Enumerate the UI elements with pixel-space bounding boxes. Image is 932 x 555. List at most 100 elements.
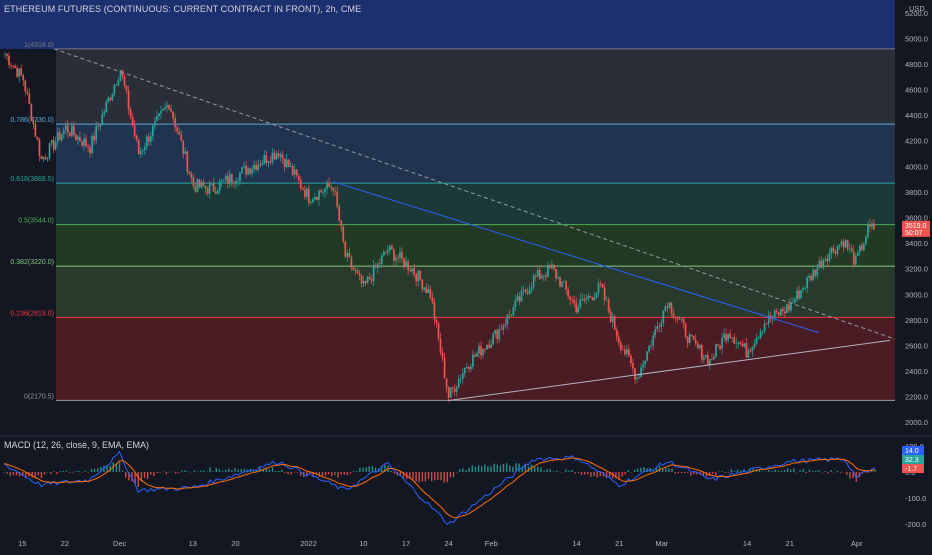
candle-body bbox=[579, 299, 582, 308]
candle-body bbox=[474, 354, 476, 357]
candle-body bbox=[721, 337, 723, 349]
candle-body bbox=[257, 164, 260, 170]
candle-body bbox=[403, 258, 405, 268]
candle-body bbox=[512, 306, 515, 316]
macd-hist-bar bbox=[377, 468, 380, 472]
candle-body bbox=[753, 343, 756, 348]
macd-hist-bar bbox=[409, 471, 411, 479]
candle-body bbox=[119, 70, 122, 81]
macd-hist-bar bbox=[93, 468, 96, 472]
macd-hist-bar bbox=[846, 471, 848, 475]
macd-hist-bar bbox=[9, 471, 11, 476]
candle-body bbox=[196, 179, 199, 192]
macd-hist-bar bbox=[15, 471, 18, 476]
macd-hist-bar bbox=[799, 470, 801, 472]
candle-body bbox=[389, 245, 391, 251]
candle-body bbox=[727, 333, 730, 341]
candle-body bbox=[838, 244, 841, 246]
candle-body bbox=[135, 135, 138, 140]
macd-hist-bar bbox=[852, 471, 854, 479]
candle-body bbox=[642, 364, 644, 368]
macd-hist-bar bbox=[318, 471, 321, 477]
candle-body bbox=[77, 136, 79, 140]
candle-body bbox=[267, 161, 270, 164]
candle-body bbox=[656, 326, 659, 330]
candle-body bbox=[147, 136, 150, 142]
candle-body bbox=[702, 357, 705, 360]
macd-value-box bbox=[902, 455, 924, 464]
candle-body bbox=[401, 252, 403, 259]
candle-body bbox=[423, 287, 426, 290]
candle-body bbox=[743, 343, 746, 347]
candle-body bbox=[524, 289, 527, 293]
macd-hist-bar bbox=[415, 471, 417, 482]
macd-hist-bar bbox=[368, 466, 370, 472]
macd-hist-bar bbox=[830, 470, 832, 472]
candle-body bbox=[91, 135, 93, 154]
candle-body bbox=[810, 275, 813, 280]
candle-body bbox=[808, 275, 811, 278]
macd-hist-bar bbox=[643, 467, 645, 472]
macd-value-box bbox=[902, 464, 924, 473]
macd-hist-bar bbox=[668, 468, 670, 472]
macd-hist-bar bbox=[81, 471, 83, 473]
macd-hist-bar bbox=[352, 471, 355, 472]
price-tick-label: 2000.0 bbox=[905, 418, 928, 427]
candle-body bbox=[411, 268, 414, 272]
candle-body bbox=[210, 183, 213, 185]
candle-body bbox=[437, 322, 440, 339]
candle-body bbox=[658, 326, 661, 328]
candle-body bbox=[117, 80, 120, 86]
macd-hist-bar bbox=[512, 466, 514, 472]
macd-hist-bar bbox=[59, 471, 61, 472]
candle-body bbox=[358, 273, 361, 275]
macd-hist-bar bbox=[212, 471, 214, 472]
candle-body bbox=[496, 329, 499, 340]
macd-hist-bar bbox=[836, 470, 839, 472]
candle-body bbox=[182, 140, 185, 155]
candle-body bbox=[455, 387, 458, 392]
candle-body bbox=[486, 344, 488, 350]
macd-hist-bar bbox=[134, 471, 136, 484]
candle-body bbox=[307, 188, 310, 203]
candle-body bbox=[152, 125, 154, 137]
candle-body bbox=[796, 290, 798, 300]
candle-body bbox=[445, 378, 448, 388]
macd-hist-bar bbox=[565, 469, 567, 472]
macd-hist-bar bbox=[724, 471, 726, 473]
candle-body bbox=[630, 355, 632, 364]
candle-body bbox=[786, 304, 788, 314]
candle-body bbox=[599, 283, 602, 285]
candle-body bbox=[79, 136, 81, 142]
candle-body bbox=[832, 247, 835, 252]
candle-body bbox=[680, 318, 683, 320]
candle-body bbox=[391, 245, 393, 250]
price-tick-label: 3400.0 bbox=[905, 239, 928, 248]
macd-hist-bar bbox=[505, 463, 508, 472]
candle-body bbox=[427, 289, 430, 294]
candle-body bbox=[220, 180, 223, 182]
macd-hist-bar bbox=[146, 471, 149, 479]
macd-hist-bar bbox=[159, 471, 161, 473]
candle-body bbox=[696, 343, 699, 348]
candle-body bbox=[729, 333, 732, 338]
candle-body bbox=[757, 337, 760, 339]
price-tick-label: 4800.0 bbox=[905, 60, 928, 69]
candle-body bbox=[463, 368, 466, 374]
candle-body bbox=[95, 126, 98, 141]
macd-hist-bar bbox=[278, 470, 280, 472]
macd-hist-bar bbox=[118, 462, 121, 472]
macd-hist-bar bbox=[106, 465, 108, 472]
candle-body bbox=[316, 196, 318, 200]
macd-hist-bar bbox=[646, 468, 648, 472]
candle-body bbox=[773, 310, 776, 318]
macd-hist-bar bbox=[259, 467, 261, 472]
macd-hist-bar bbox=[814, 470, 817, 472]
signal-line bbox=[3, 457, 876, 519]
macd-hist-bar bbox=[496, 464, 498, 472]
macd-histogram bbox=[3, 450, 876, 526]
candle-body bbox=[636, 377, 638, 380]
candle-body bbox=[237, 180, 239, 182]
macd-hist-bar bbox=[231, 470, 233, 472]
